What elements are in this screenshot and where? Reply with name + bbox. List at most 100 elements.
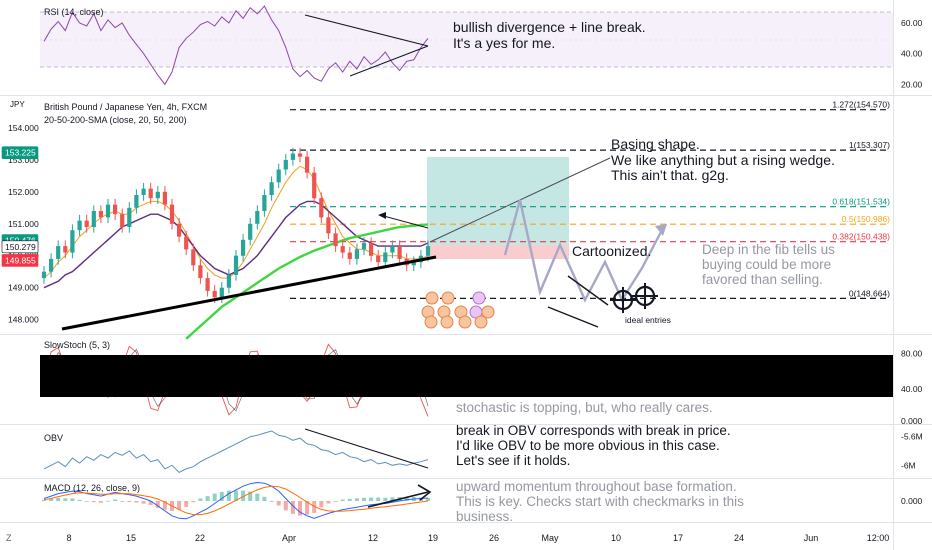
fib-level-label: 0.5(150.986) [842, 214, 890, 224]
macd-histogram-bar [340, 499, 345, 501]
candle-body [369, 243, 374, 256]
candle-body [390, 246, 395, 253]
macd-histogram-bar [404, 496, 409, 501]
fib-levels: 1.272(154.570) 1(153.307) 0.618(151.534) 0.… [290, 100, 890, 299]
macd-histogram-bar [298, 501, 302, 516]
macd-histogram-bar [134, 501, 139, 503]
macd-histogram-bar [84, 501, 89, 502]
candle-body [347, 252, 352, 259]
macd-histogram-bar [63, 498, 68, 501]
macd-legend: MACD (12, 26, close, 9) [44, 483, 140, 493]
candle-body [290, 153, 295, 160]
time-tick-label: 26 [489, 533, 499, 543]
macd-histogram-bar [383, 497, 388, 501]
sma-legend: 20-50-200-SMA (close, 20, 50, 200) [44, 115, 187, 125]
price-badge [1, 254, 39, 267]
stoch-note: stochastic is topping, but, who really c… [456, 400, 713, 415]
candle-body [113, 204, 118, 215]
macd-histogram-bar [205, 496, 210, 501]
price-badge-label: 150.279 [5, 242, 36, 252]
candle-body [105, 204, 111, 218]
candle-body [177, 223, 182, 237]
obv-line [43, 430, 429, 474]
rsi-divergence-line-lower [349, 45, 429, 77]
obv-tick-label: -5.6M [901, 432, 923, 442]
time-tick-label: 19 [428, 533, 438, 543]
candle-body [191, 249, 196, 266]
macd-arrow-head [417, 484, 432, 501]
candle-body [283, 159, 288, 170]
crosshair-icon [632, 283, 658, 309]
candle-body [91, 211, 96, 227]
macd-histogram-bar [120, 501, 125, 502]
candle-body [63, 246, 68, 253]
time-tick-label: 17 [673, 533, 683, 543]
obv-legend: OBV [44, 433, 63, 443]
macd-histogram-bar [212, 493, 217, 501]
candle-body [383, 252, 388, 263]
candle-body [127, 207, 132, 227]
macd-histogram-bar [177, 501, 182, 510]
descending-channel-lower [547, 306, 599, 328]
candle-body [148, 188, 153, 199]
stoch-legend: SlowStoch (5, 3) [44, 340, 110, 350]
candle-body [376, 255, 381, 263]
macd-histogram-bar [141, 501, 146, 504]
crosshair-icon [610, 287, 636, 313]
time-tick-label: Jun [804, 533, 819, 543]
rsi-pane [40, 5, 893, 86]
macd-histogram-bar [184, 501, 189, 507]
price-badge-label: 153.225 [5, 148, 36, 158]
candle-body [326, 217, 331, 234]
candle-body [297, 153, 303, 157]
candle-body [305, 156, 310, 173]
obv-trendline [304, 428, 429, 469]
cartoon-note: Cartoonized. [572, 243, 652, 259]
candle-body [361, 243, 367, 250]
time-tick-label: 12 [368, 533, 378, 543]
candle-body [276, 169, 281, 183]
candle-body [262, 195, 267, 211]
macd-histogram-bar [42, 499, 46, 501]
rsi-tick-label: 60.00 [901, 18, 923, 28]
price-tick-label: 154.000 [8, 123, 39, 133]
obv-pane [43, 428, 429, 474]
macd-histogram-bar [56, 498, 61, 501]
descending-channel-upper [567, 275, 609, 306]
macd-histogram-bar [362, 497, 366, 501]
macd-histogram-bar [191, 501, 196, 503]
macd-histogram-bar [262, 496, 267, 501]
macd-histogram [42, 490, 430, 516]
price-tick-label: 152.000 [8, 187, 39, 197]
support-trendline [61, 255, 437, 331]
macd-histogram-bar [333, 501, 338, 502]
macd-histogram-bar [162, 501, 167, 510]
macd-histogram-bar [127, 501, 132, 502]
time-tick-label: 8 [66, 533, 71, 543]
macd-signal-line [43, 485, 429, 516]
macd-histogram-bar [234, 490, 238, 501]
basing-note: Basing shape. We like anything but a ris… [611, 136, 835, 184]
chart-title: British Pound / Japanese Yen, 4h, FXCM [44, 102, 207, 112]
candle-body [226, 274, 231, 288]
macd-histogram-bar [241, 490, 246, 501]
candle-body [198, 265, 203, 279]
candle-body [255, 211, 260, 224]
stoch-tick-label: 40.00 [901, 384, 923, 394]
macd-histogram-bar [283, 501, 288, 511]
time-tick-label: Apr [282, 533, 296, 543]
price-pane: 1.272(154.570) 1(153.307) 0.618(151.534) 0.… [41, 100, 890, 340]
rsi-legend: RSI (14, close) [44, 7, 104, 17]
fib-level-label: 1(153.307) [849, 140, 890, 150]
rsi-tick-label: 20.00 [901, 79, 923, 89]
fib-level-label: 0.382(150.438) [832, 232, 890, 242]
time-tick-label: May [541, 533, 559, 543]
candle-body [312, 172, 317, 199]
timezone-label[interactable]: Z [6, 533, 12, 543]
price-tick-label: 149.000 [8, 283, 39, 293]
candle-body [120, 214, 125, 227]
candle-body [219, 287, 224, 298]
candle-body [397, 246, 402, 259]
